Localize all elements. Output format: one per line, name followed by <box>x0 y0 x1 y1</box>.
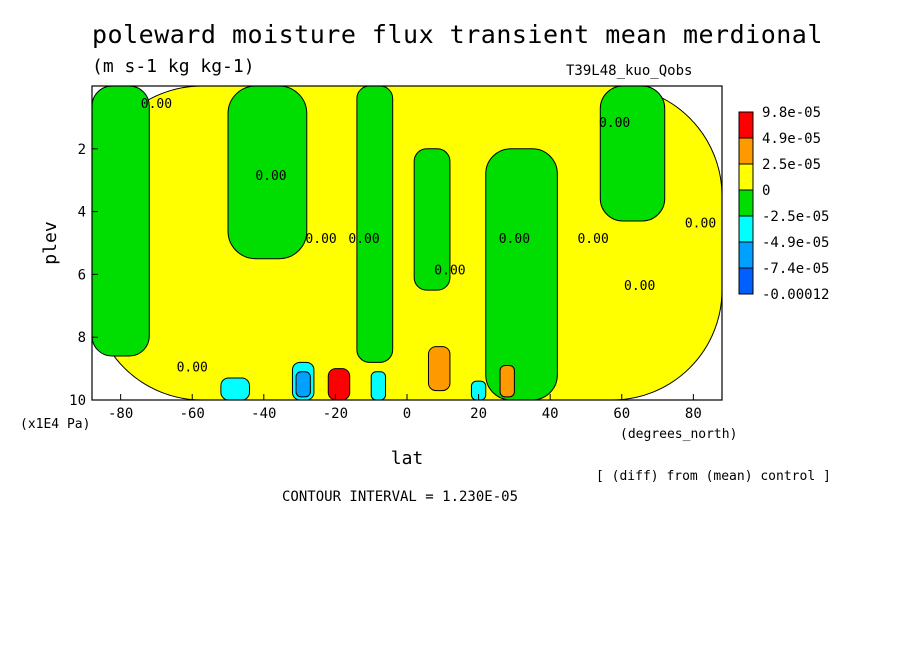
legend-level-label: 0 <box>762 183 770 199</box>
field-region-5 <box>485 148 558 400</box>
contour-label: 0.00 <box>434 263 465 278</box>
y-tick-label: 2 <box>78 142 86 158</box>
contour-label: 0.00 <box>599 116 630 131</box>
field-region-10 <box>327 368 351 400</box>
field-region-4 <box>413 148 451 291</box>
contour-label: 0.00 <box>255 169 286 184</box>
legend-level-label: -2.5e-05 <box>762 209 829 225</box>
chart-title: poleward moisture flux transient mean me… <box>92 20 823 49</box>
legend-swatch <box>738 111 754 139</box>
legend-swatch <box>738 241 754 269</box>
field-region-14 <box>499 364 515 398</box>
chart-subtitle: (m s-1 kg kg-1) <box>92 56 255 77</box>
contour-label: 0.00 <box>348 232 379 247</box>
field-region-3 <box>356 86 394 363</box>
x-tick-label: 80 <box>685 406 702 422</box>
diff-note: [ (diff) from (mean) control ] <box>596 469 831 484</box>
field-region-12 <box>427 346 451 392</box>
contour-label: 0.00 <box>141 97 172 112</box>
legend-swatch <box>738 189 754 217</box>
x-tick-label: 40 <box>542 406 559 422</box>
x-axis: -80 -60 -40 -20 0 20 40 60 80 <box>108 394 702 422</box>
field-region-6 <box>599 86 666 222</box>
legend-swatch <box>738 267 754 295</box>
legend-level-label: 2.5e-05 <box>762 157 821 173</box>
colorbar-legend: 9.8e-05 4.9e-05 2.5e-05 0 -2.5e-05 -4.9e-05 -7… <box>738 105 829 303</box>
y-tick-label: 8 <box>78 330 86 346</box>
field-region-9 <box>295 371 311 398</box>
field-region-2 <box>227 86 308 260</box>
contour-label: 0.00 <box>305 232 336 247</box>
legend-level-label: -7.4e-05 <box>762 261 829 277</box>
x-tick-label: 0 <box>403 406 411 422</box>
x-axis-unit: (degrees_north) <box>620 427 737 442</box>
x-tick-label: 60 <box>613 406 630 422</box>
x-axis-label: lat <box>391 448 424 469</box>
y-tick-label: 10 <box>69 393 86 409</box>
x-tick-label: -60 <box>180 406 205 422</box>
legend-swatch <box>738 215 754 243</box>
field-region-1 <box>92 86 150 357</box>
legend-level-label: 9.8e-05 <box>762 105 821 121</box>
legend-level-label: -0.00012 <box>762 287 829 303</box>
y-axis-label: plev <box>40 221 61 264</box>
x-tick-label: -20 <box>323 406 348 422</box>
legend-level-label: -4.9e-05 <box>762 235 829 251</box>
contour-labels: 0.00 0.00 0.00 0.00 0.00 0.00 0.00 0.00 0.00 0.00… <box>141 97 716 376</box>
x-tick-label: -40 <box>251 406 276 422</box>
y-tick-label: 4 <box>78 205 86 221</box>
y-axis: 2 4 6 8 10 <box>69 142 98 409</box>
legend-level-label: 4.9e-05 <box>762 131 821 147</box>
contour-label: 0.00 <box>499 232 530 247</box>
field-region-11 <box>370 371 387 400</box>
contour-label: 0.00 <box>177 361 208 376</box>
x-tick-label: -80 <box>108 406 133 422</box>
contour-label: 0.00 <box>685 216 716 231</box>
y-tick-label: 6 <box>78 267 86 283</box>
legend-swatch <box>738 163 754 191</box>
y-axis-unit: (x1E4 Pa) <box>20 417 90 432</box>
field-region-13 <box>470 380 487 400</box>
plot-area <box>92 86 722 400</box>
legend-swatch <box>738 137 754 165</box>
run-label: T39L48_kuo_Qobs <box>566 63 693 79</box>
contour-label: 0.00 <box>624 279 655 294</box>
field-region-7 <box>220 377 250 400</box>
contour-interval: CONTOUR INTERVAL = 1.230E-05 <box>282 489 519 505</box>
x-tick-label: 20 <box>470 406 487 422</box>
contour-label: 0.00 <box>577 232 608 247</box>
